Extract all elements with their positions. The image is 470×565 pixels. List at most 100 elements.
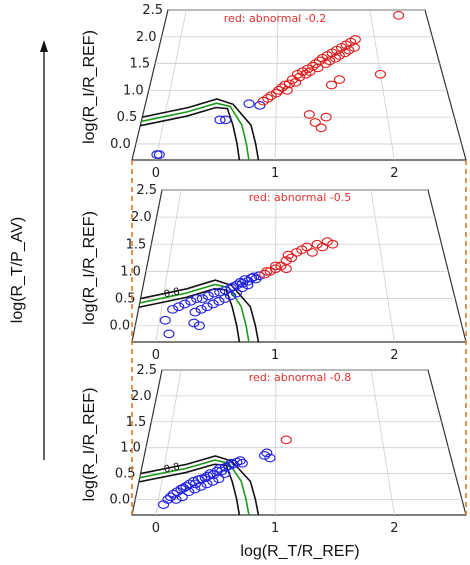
y-tick-label: 2.5: [136, 183, 157, 198]
scatter-point-blue: [191, 294, 203, 303]
x-tick-label: 1: [271, 521, 279, 536]
y-tick-label: 1.0: [120, 441, 141, 456]
stack-axis-label: log(R_T/P_AV): [9, 217, 26, 323]
scatter-point-blue: [259, 451, 271, 460]
scatter-point-blue: [183, 487, 195, 497]
scatter-point-red: [349, 35, 361, 44]
grid-line-x: [274, 9, 279, 161]
scatter-point-red: [290, 77, 302, 87]
scatter-point-blue: [219, 469, 231, 478]
contour-outer: [138, 463, 241, 516]
scatter-point-red: [306, 248, 318, 257]
panel-frame: [131, 189, 467, 343]
scatter-point-blue: [185, 296, 197, 306]
x-tick-label: 2: [390, 521, 398, 536]
scatter-point-red: [327, 239, 339, 249]
scatter-point-blue: [236, 283, 248, 293]
y-tick-label: 0.5: [117, 110, 138, 125]
scatter-point-red: [273, 86, 285, 95]
scatter-point-red: [333, 75, 346, 84]
scatter-point-blue: [208, 288, 220, 298]
scatter-point-blue: [179, 299, 191, 309]
scatter-point-red: [294, 72, 306, 82]
scatter-point-red: [281, 86, 293, 95]
y-tick-label: 1.0: [123, 83, 144, 98]
y-tick-label: 0.5: [115, 292, 136, 307]
scatter-point-red: [320, 112, 332, 122]
scatter-point-blue: [248, 272, 260, 282]
scatter-point-blue: [253, 271, 265, 281]
scatter-point-blue: [225, 291, 237, 301]
scatter-point-blue: [153, 150, 165, 159]
scatter-point-blue: [261, 448, 273, 458]
y-tick-label: 0.0: [110, 137, 131, 152]
scatter-point-blue: [219, 294, 231, 303]
y-tick-label: 1.0: [120, 264, 141, 279]
scatter-point-blue: [231, 457, 243, 467]
scatter-point-blue: [242, 280, 254, 290]
scatter-point-red: [325, 80, 338, 90]
panel-annotation: red: abnormal -0.8: [249, 371, 351, 384]
scatter-point-blue: [225, 283, 237, 293]
y-tick-label: 1.5: [129, 57, 150, 72]
y-tick-label: 0.0: [110, 319, 131, 334]
stack-axis-arrowhead: [40, 40, 48, 52]
scatter-point-blue: [167, 305, 179, 314]
scatter-point-red: [343, 45, 355, 55]
grid-line-x: [369, 9, 395, 161]
scatter-point-red: [374, 69, 386, 79]
scatter-point-blue: [189, 307, 201, 317]
scatter-point-blue: [189, 479, 202, 489]
y-tick-label: 0.5: [115, 467, 136, 482]
grid-line-x: [370, 369, 395, 516]
scatter-point-blue: [219, 286, 232, 295]
y-axis-label: log(R_I/R_REF): [81, 211, 98, 325]
contour-label: 0.8: [163, 286, 181, 300]
scatter-point-blue: [214, 115, 226, 125]
scatter-point-red: [280, 435, 292, 445]
contour-label: 0.8: [163, 462, 181, 476]
x-tick-label: 1: [271, 166, 279, 181]
scatter-point-red: [320, 59, 332, 68]
scatter-point-red: [304, 67, 316, 76]
y-tick-label: 2.5: [142, 3, 163, 18]
y-tick-label: 0.0: [110, 492, 131, 507]
y-axis-label: log(R_I/R_REF): [81, 30, 98, 144]
x-tick-label: 0: [152, 348, 160, 363]
x-tick-label: 1: [271, 348, 279, 363]
scatter-point-blue: [170, 495, 182, 504]
y-tick-label: 2.0: [131, 210, 152, 225]
scatter-point-red: [309, 118, 321, 127]
scatter-point-blue: [159, 315, 171, 325]
x-tick-label: 2: [390, 348, 398, 363]
scatter-point-red: [270, 261, 282, 271]
scatter-point-red: [315, 123, 327, 133]
scatter-point-blue: [162, 495, 174, 504]
scatter-point-blue: [243, 99, 255, 109]
scatter-point-blue: [207, 299, 219, 309]
scatter-point-blue: [207, 476, 219, 486]
x-axis-label: log(R_T/R_REF): [240, 543, 359, 560]
scatter-point-blue: [201, 479, 213, 489]
x-tick-label: 2: [390, 166, 398, 181]
scatter-point-red: [303, 110, 315, 119]
panel-3: 0.0 0.5 1.0 1.5 2.0 2.5 0 1 2 log(R_I/R_REF) red: …: [81, 363, 467, 536]
grid-line-x: [155, 189, 182, 343]
scatter-point-red: [265, 91, 277, 101]
scatter-point-blue: [196, 294, 208, 303]
scatter-point-red: [264, 267, 276, 276]
scatter-point-blue: [189, 484, 201, 494]
panel-2: 0.0 0.5 1.0 1.5 2.0 2.5 0 1 2 log(R_I/R_REF) red: …: [81, 183, 467, 363]
panel-annotation: red: abnormal -0.5: [249, 191, 351, 204]
scatter-point-blue: [173, 302, 185, 312]
panel-1: 0.0 0.5 1.0 1.5 2.0 2.5 0 1 2 log(R_I/R_REF) red: …: [81, 3, 467, 181]
panel-annotation: red: abnormal -0.2: [224, 12, 326, 25]
y-tick-label: 1.5: [126, 237, 147, 252]
scatter-point-blue: [202, 291, 214, 301]
contour-outer: [138, 287, 241, 343]
x-tick-label: 0: [152, 166, 160, 181]
scatter-point-blue: [193, 321, 205, 331]
scatter-point-red: [307, 61, 319, 71]
scatter-point-blue: [264, 453, 276, 463]
